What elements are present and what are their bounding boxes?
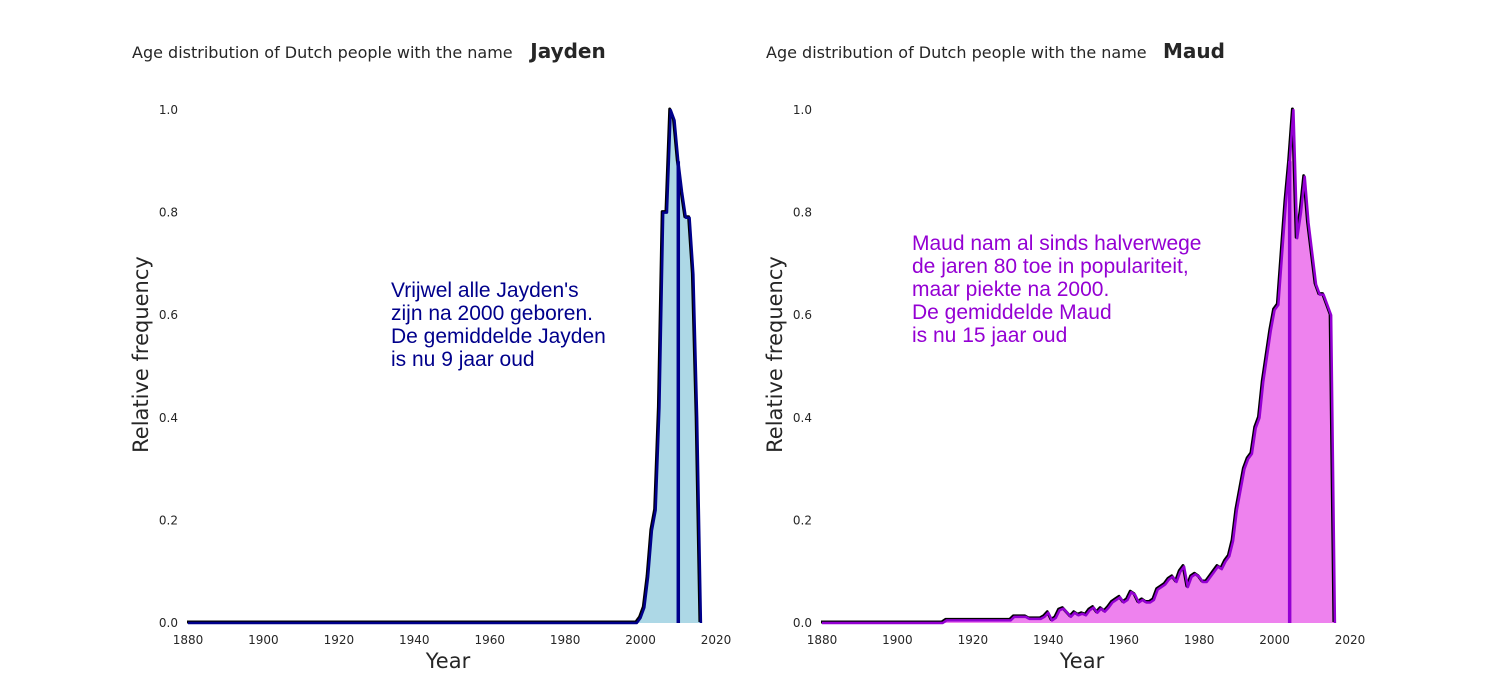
annotation-line: de jaren 80 toe in populariteit, (912, 255, 1189, 278)
chart-title: Age distribution of Dutch people with th… (766, 43, 1147, 62)
x-tick-label: 2000 (1259, 633, 1290, 647)
annotation-line: is nu 9 jaar oud (391, 348, 535, 371)
x-tick-label: 1880 (807, 633, 838, 647)
series-line-maud (822, 108, 1337, 625)
x-tick-label: 1920 (958, 633, 989, 647)
y-tick-label: 0.8 (159, 206, 178, 220)
y-tick-label: 0.8 (793, 206, 812, 220)
x-axis-label: Year (425, 649, 471, 673)
x-tick-label: 1900 (248, 633, 279, 647)
y-tick-label: 0.0 (793, 616, 812, 630)
x-tick-label: 1920 (324, 633, 355, 647)
x-tick-label: 1980 (1184, 633, 1215, 647)
x-tick-label: 2020 (701, 633, 732, 647)
y-tick-label: 0.4 (793, 411, 812, 425)
annotation-line: zijn na 2000 geboren. (391, 302, 593, 325)
y-tick-label: 0.2 (159, 513, 178, 527)
annotation-line: maar piekte na 2000. (912, 278, 1109, 301)
y-tick-label: 1.0 (159, 103, 178, 117)
x-tick-label: 2000 (625, 633, 656, 647)
annotation-text: Maud nam al sinds halverwege de jaren 80 … (912, 232, 1202, 347)
y-axis-label: Relative frequency (763, 256, 787, 453)
chart-panel-maud: Age distribution of Dutch people with th… (763, 39, 1365, 673)
x-tick-label: 1940 (399, 633, 430, 647)
x-tick-label: 1880 (173, 633, 204, 647)
x-axis-label: Year (1059, 649, 1105, 673)
y-tick-label: 0.6 (793, 308, 812, 322)
chart-panel-jayden: Age distribution of Dutch people with th… (129, 39, 731, 673)
x-tick-label: 1960 (1108, 633, 1139, 647)
annotation-text: Vrijwel alle Jayden's zijn na 2000 gebore… (391, 279, 606, 371)
y-tick-label: 0.0 (159, 616, 178, 630)
y-tick-label: 1.0 (793, 103, 812, 117)
annotation-line: Maud nam al sinds halverwege (912, 232, 1202, 255)
area-fill-maud (822, 110, 1335, 623)
chart-name-title: Jayden (528, 39, 605, 63)
x-tick-label: 1980 (550, 633, 581, 647)
series-line-jayden (188, 108, 703, 625)
y-tick-label: 0.6 (159, 308, 178, 322)
annotation-line: De gemiddelde Maud (912, 301, 1112, 324)
annotation-line: De gemiddelde Jayden (391, 325, 606, 348)
x-tick-label: 1940 (1033, 633, 1064, 647)
y-tick-label: 0.2 (793, 513, 812, 527)
annotation-line: Vrijwel alle Jayden's (391, 279, 579, 302)
x-tick-label: 1900 (882, 633, 913, 647)
y-axis-label: Relative frequency (129, 256, 153, 453)
annotation-line: is nu 15 jaar oud (912, 324, 1067, 347)
chart-name-title: Maud (1163, 39, 1225, 63)
y-tick-label: 0.4 (159, 411, 178, 425)
x-tick-label: 1960 (474, 633, 505, 647)
x-tick-label: 2020 (1335, 633, 1366, 647)
chart-title: Age distribution of Dutch people with th… (132, 43, 513, 62)
